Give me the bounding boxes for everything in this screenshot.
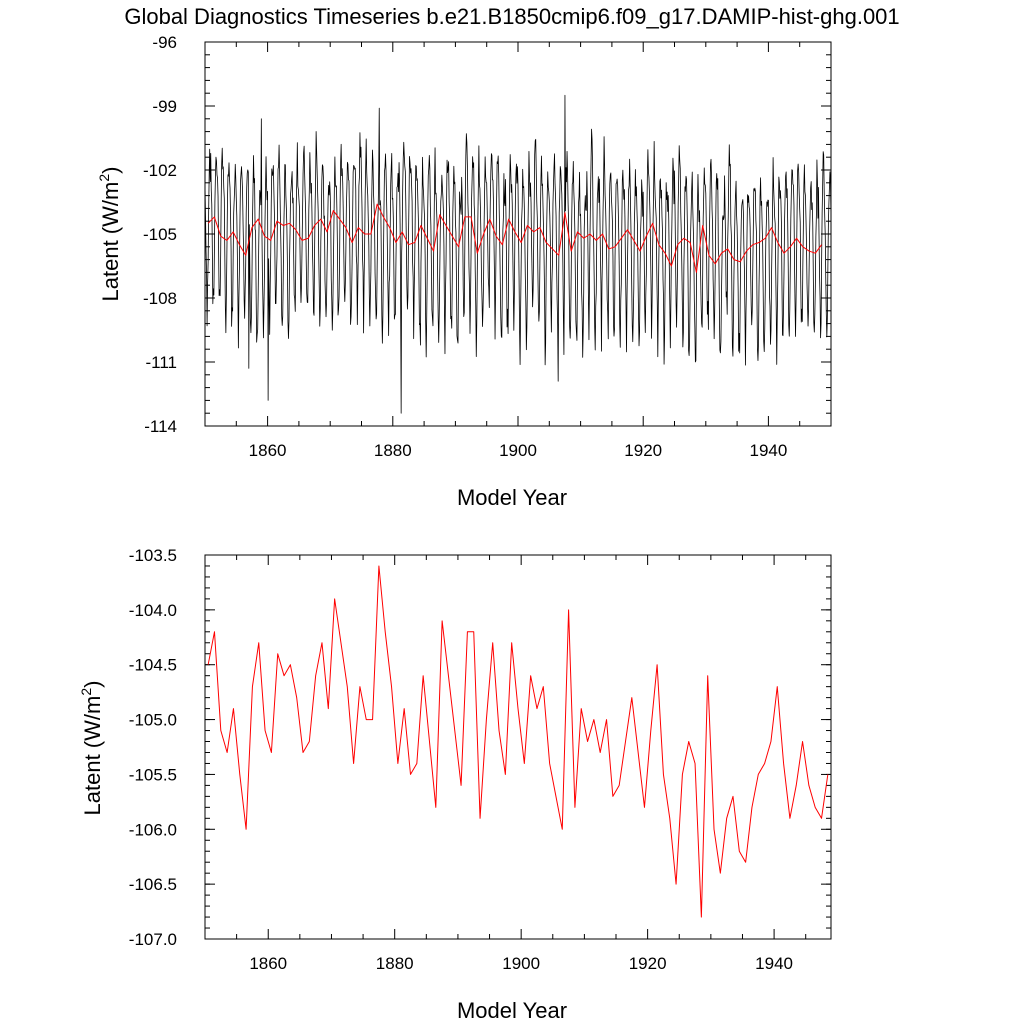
y-tick-label: -111 xyxy=(145,353,177,372)
x-tick-label: 1920 xyxy=(629,954,667,973)
y-tick-label: -104.0 xyxy=(129,601,177,620)
y-axis-label-close: ) xyxy=(80,681,105,688)
annual-series-line xyxy=(207,203,823,273)
x-tick-label: 1900 xyxy=(499,441,537,460)
y-tick-label: -106.5 xyxy=(129,875,177,894)
x-axis-label: Model Year xyxy=(457,998,567,1023)
x-tick-labels: 1860 1880 1900 1920 1940 xyxy=(249,954,793,973)
plot-frame xyxy=(204,554,832,940)
y-axis-label-main: Latent (W/m xyxy=(98,182,123,302)
series-layer xyxy=(204,94,832,414)
series-layer xyxy=(207,565,829,918)
x-axis-label: Model Year xyxy=(457,485,567,510)
y-tick-label: -105.0 xyxy=(129,711,177,730)
y-tick-label: -108 xyxy=(143,289,177,308)
y-tick-labels: -114 -111 -108 -105 -102 -99 -96 xyxy=(143,33,177,436)
x-tick-label: 1880 xyxy=(376,954,414,973)
panel-annual: 1860 1880 1900 1920 1940 -107.0-106.5-106.0-… xyxy=(78,546,832,1023)
x-tick-label: 1900 xyxy=(502,954,540,973)
y-tick-label: -102 xyxy=(143,161,177,180)
x-tick-label: 1860 xyxy=(249,441,287,460)
y-axis-label: Latent (W/m2) xyxy=(96,167,123,302)
figure-title: Global Diagnostics Timeseries b.e21.B185… xyxy=(124,4,899,29)
x-tick-label: 1940 xyxy=(755,954,793,973)
y-tick-labels: -107.0 -106.5 -106.0 -105.5 -105.0 -104.5 -104… xyxy=(129,546,177,949)
y-tick-label: -99 xyxy=(152,97,177,116)
y-axis-label-superscript: 2 xyxy=(78,688,94,696)
y-tick-label: -107.0 xyxy=(129,930,177,949)
annual-series-line xyxy=(207,565,829,918)
y-axis-label: Latent (W/m2) xyxy=(78,681,105,816)
x-tick-labels: 1860 1880 1900 1920 1940 xyxy=(249,441,788,460)
x-tick-label: 1940 xyxy=(749,441,787,460)
x-tick-label: 1860 xyxy=(249,954,287,973)
y-axis-label-superscript: 2 xyxy=(96,174,112,182)
y-tick-label: -105 xyxy=(143,225,177,244)
plot-frame xyxy=(204,41,832,427)
x-tick-label: 1920 xyxy=(624,441,662,460)
y-tick-label: -103.5 xyxy=(129,546,177,565)
y-axis-label-main: Latent (W/m xyxy=(80,696,105,816)
y-tick-label: -96 xyxy=(152,33,177,52)
monthly-series-line xyxy=(204,94,832,414)
y-axis-label-close: ) xyxy=(98,167,123,174)
tick-marks xyxy=(204,554,831,940)
x-tick-label: 1880 xyxy=(374,441,412,460)
panel-monthly: 1860 1880 1900 1920 1940 -114 -111 -108 -105 -10… xyxy=(96,33,832,510)
y-tick-label: -105.5 xyxy=(129,765,177,784)
y-tick-label: -114 xyxy=(144,417,177,436)
y-tick-label: -106.0 xyxy=(129,820,177,839)
y-tick-label: -104.5 xyxy=(129,656,177,675)
